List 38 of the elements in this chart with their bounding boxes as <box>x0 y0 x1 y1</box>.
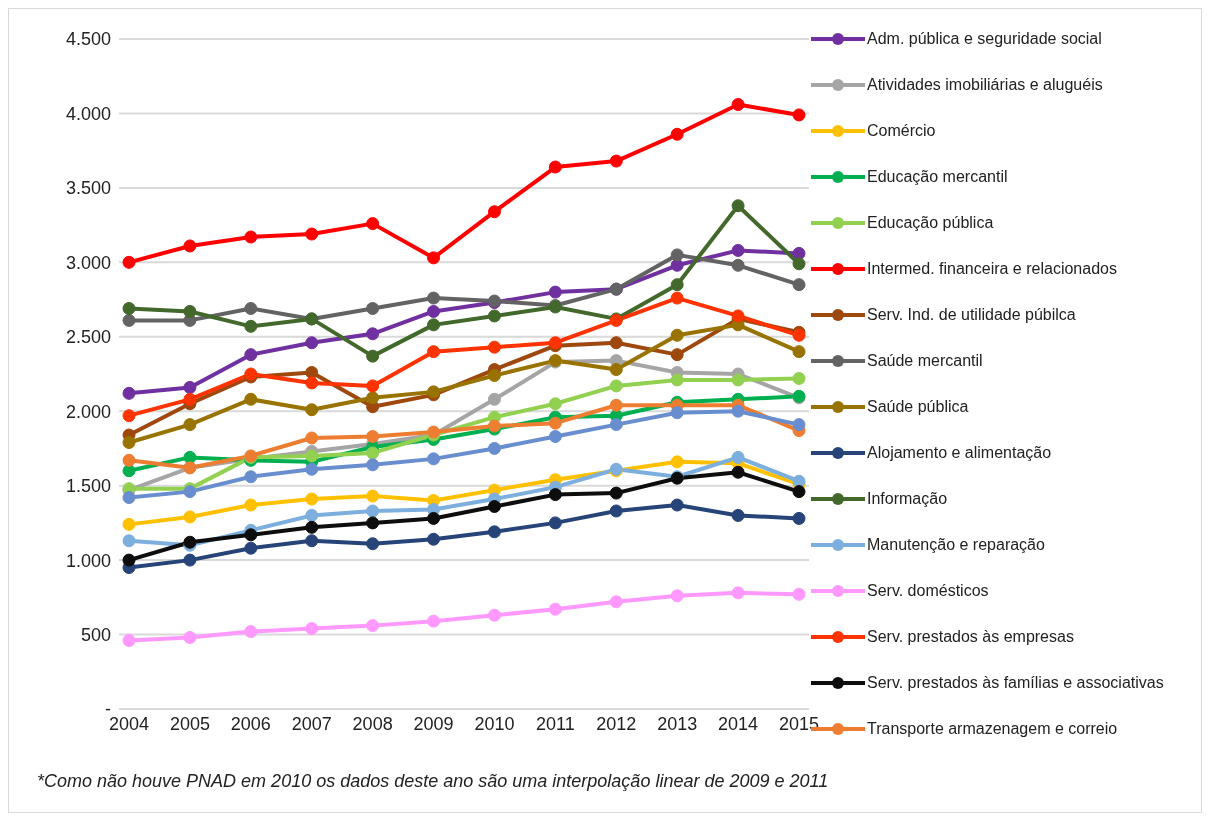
y-tick-label: 4.000 <box>65 103 111 124</box>
x-tick-label: 2005 <box>169 713 210 734</box>
x-tick-label: 2010 <box>474 713 515 734</box>
legend-label: Serv. prestados às empresas <box>867 627 1075 647</box>
legend-label: Educação pública <box>867 213 995 233</box>
text: *Como não houve PNAD em 2010 os dados deste ano são uma interpolação linear de 2009 e 2011 <box>36 770 830 793</box>
legend-label: Alojamento e alimentação <box>867 443 1053 463</box>
legend-label: Intermed. financeira e relacionados <box>867 259 1118 279</box>
x-tick-label: 2006 <box>230 713 271 734</box>
legend-label: Serv. prestados às famílias e associativas <box>867 673 1165 693</box>
x-tick-label: 2012 <box>596 713 637 734</box>
y-tick-label: 500 <box>80 624 111 645</box>
x-tick-label: 2013 <box>657 713 698 734</box>
legend-label: Saúde pública <box>867 397 970 417</box>
y-tick-label: 1.500 <box>65 476 111 497</box>
x-tick-label: 2014 <box>718 713 759 734</box>
x-tick-label: 2004 <box>108 713 150 734</box>
y-tick-label: 1.000 <box>65 550 111 571</box>
legend-label: Transporte armazenagem e correio <box>867 719 1119 739</box>
legend-label: Educação mercantil <box>867 167 1009 187</box>
legend-label: Serv. Ind. de utilidade púbilca <box>867 305 1077 325</box>
legend-label: Adm. pública e seguridade social <box>867 29 1103 49</box>
legend-label: Manutenção e reparação <box>867 535 1046 555</box>
x-tick-label: 2011 <box>536 713 575 734</box>
y-tick-label: 3.500 <box>65 178 111 199</box>
y-tick-label: 4.500 <box>65 29 111 50</box>
legend-label: Saúde mercantil <box>867 351 984 371</box>
x-tick-label: 2008 <box>352 713 393 734</box>
y-tick-label: 3.000 <box>65 252 111 273</box>
legend-label: Atividades imobiliárias e aluguéis <box>867 75 1104 95</box>
legend-label: Informação <box>867 489 949 509</box>
y-tick-label: 2.000 <box>65 401 111 422</box>
y-tick-label: - <box>105 699 111 720</box>
y-tick-label: 2.500 <box>65 327 111 348</box>
x-tick-label: 2007 <box>291 713 332 734</box>
legend-label: Serv. domésticos <box>867 581 990 601</box>
legend-label: Comércio <box>867 121 937 141</box>
x-tick-label: 2009 <box>413 713 454 734</box>
